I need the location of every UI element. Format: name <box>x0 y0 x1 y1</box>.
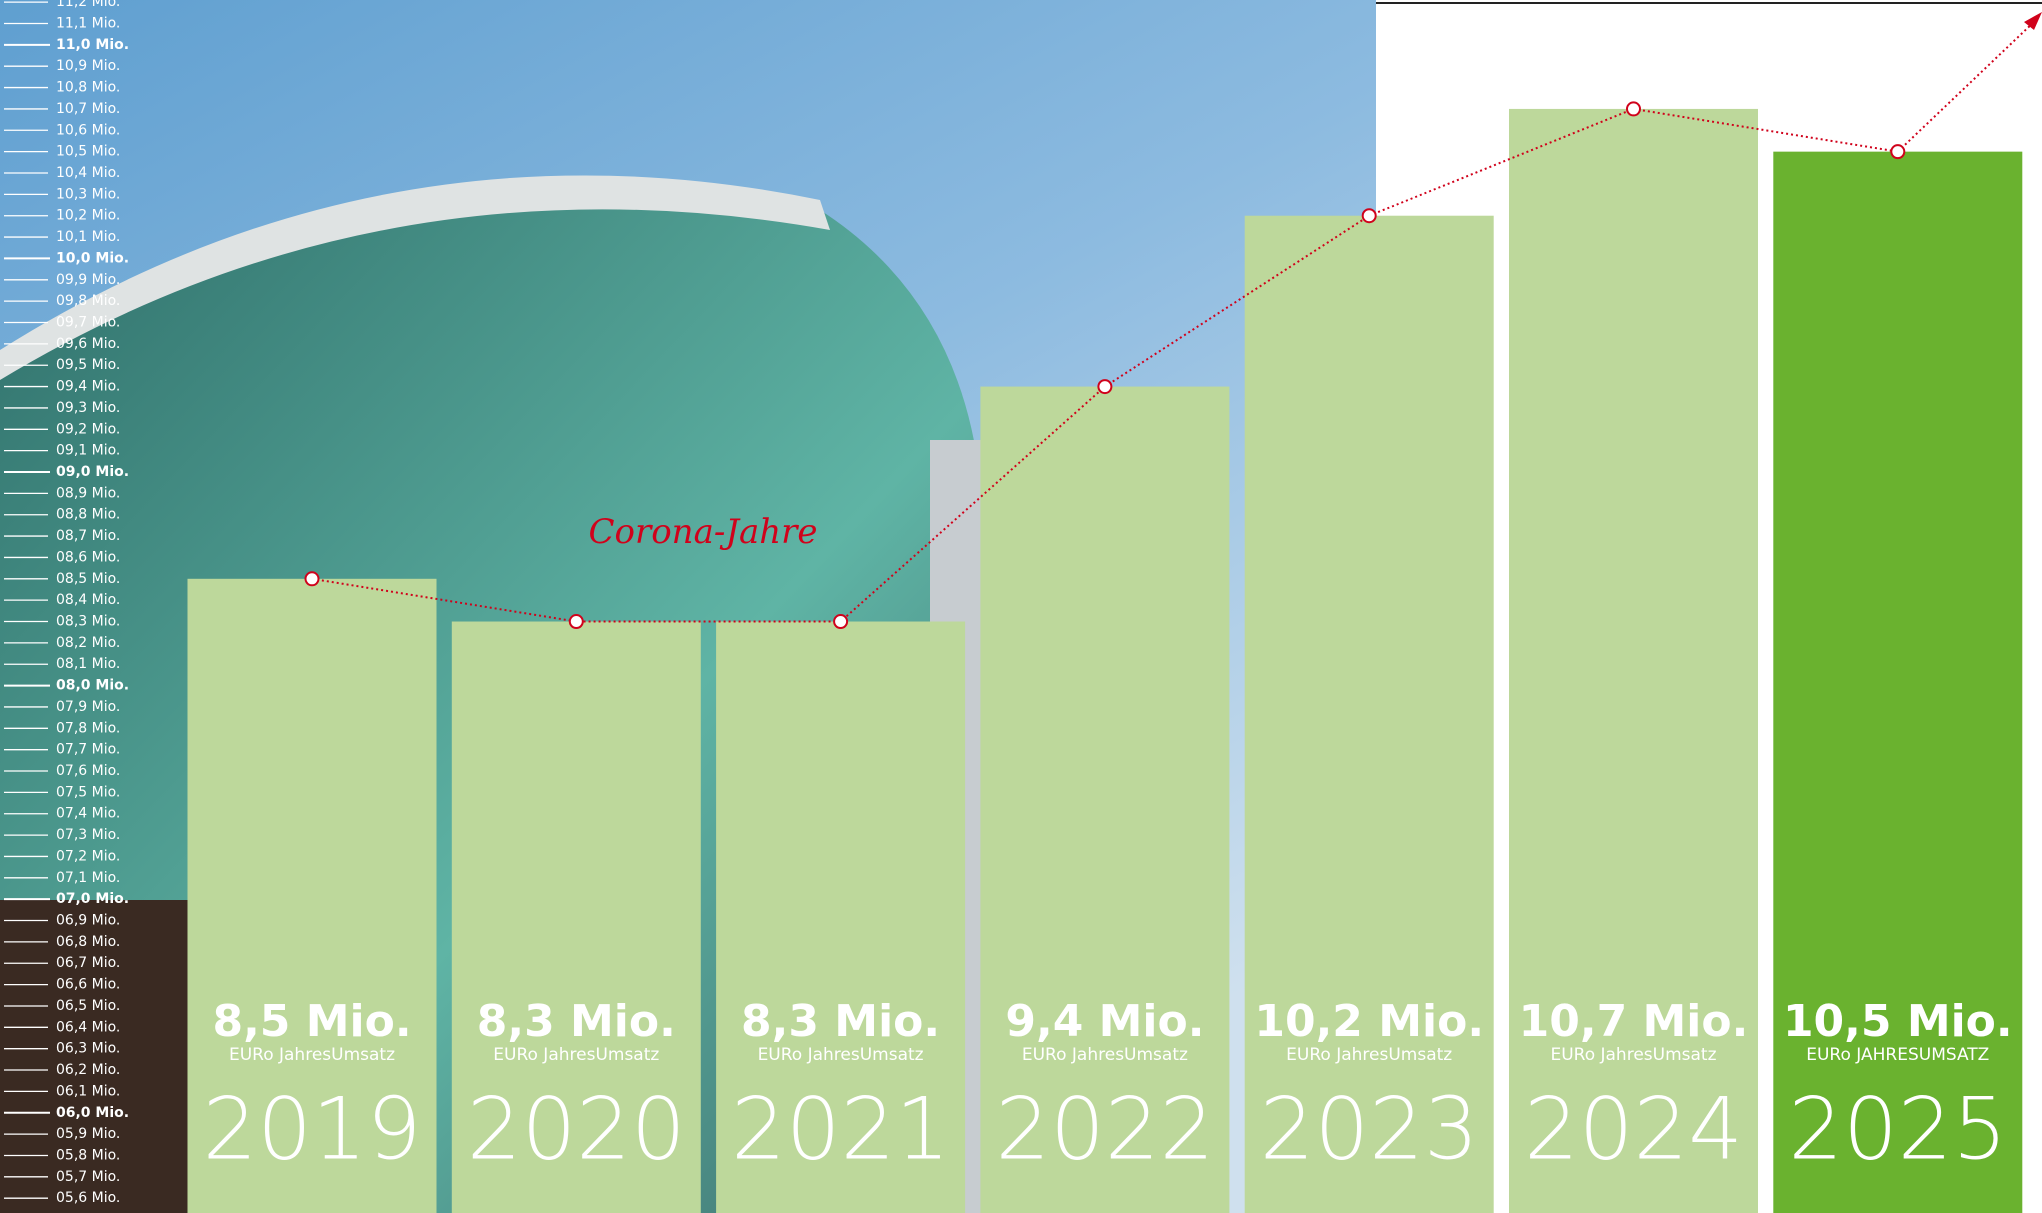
bar <box>1244 215 1494 1213</box>
bar <box>1773 151 2023 1213</box>
y-tick-label: 08,5 Mio. <box>56 571 120 587</box>
y-tick-label: 10,9 Mio. <box>56 58 120 74</box>
y-tick-label: 08,0 Mio. <box>56 678 129 694</box>
y-tick-label: 06,2 Mio. <box>56 1062 120 1078</box>
y-tick-label: 09,2 Mio. <box>56 421 120 437</box>
y-tick-label: 06,1 Mio. <box>56 1083 120 1099</box>
bar <box>451 621 701 1213</box>
y-tick-label: 07,4 Mio. <box>56 806 120 822</box>
y-tick-label: 11,1 Mio. <box>56 15 120 31</box>
trend-point <box>833 614 849 630</box>
y-tick-label: 09,9 Mio. <box>56 272 120 288</box>
x-tick-label: 2019 <box>203 1080 422 1180</box>
x-tick-label: 2020 <box>467 1080 686 1180</box>
y-tick-label: 07,3 Mio. <box>56 827 120 843</box>
y-tick-label: 08,7 Mio. <box>56 528 120 544</box>
y-tick-label: 06,3 Mio. <box>56 1041 120 1057</box>
trend-point <box>1626 101 1641 117</box>
y-tick-label: 06,4 Mio. <box>56 1019 120 1035</box>
y-tick-label: 05,6 Mio. <box>56 1190 120 1206</box>
trend-point <box>1097 379 1113 395</box>
bar-value-label: 8,3 Mio. <box>741 996 940 1047</box>
y-tick-label: 07,9 Mio. <box>56 699 120 715</box>
bar-subtitle: EURo JahresUmsatz <box>1022 1045 1188 1065</box>
y-tick-label: 06,0 Mio. <box>56 1105 129 1121</box>
bar <box>716 621 966 1213</box>
y-tick-label: 10,8 Mio. <box>56 80 120 96</box>
y-tick-label: 07,8 Mio. <box>56 720 120 736</box>
y-tick-label: 10,5 Mio. <box>56 144 120 160</box>
y-tick-label: 11,0 Mio. <box>56 37 129 53</box>
bar <box>1509 108 1758 1213</box>
y-tick-label: 08,1 Mio. <box>56 656 120 672</box>
bar-subtitle: EURo JAHRESUMSATZ <box>1806 1045 1989 1065</box>
trend-arrow <box>1897 19 2037 153</box>
y-tick-label: 05,8 Mio. <box>56 1147 120 1163</box>
y-tick-label: 09,0 Mio. <box>56 464 129 480</box>
y-tick-label: 10,4 Mio. <box>56 165 120 181</box>
y-tick-label: 07,7 Mio. <box>56 742 120 758</box>
y-tick-label: 09,6 Mio. <box>56 336 120 352</box>
trend-point <box>568 614 584 630</box>
y-tick-label: 08,8 Mio. <box>56 507 120 523</box>
y-tick-label: 09,4 Mio. <box>56 379 120 395</box>
x-tick-label: 2023 <box>1260 1080 1479 1180</box>
trend-point <box>304 571 320 587</box>
annotation: Corona-Jahre <box>588 512 817 552</box>
bar-subtitle: EURo JahresUmsatz <box>493 1045 659 1065</box>
bar-value-label: 10,7 Mio. <box>1519 996 1749 1047</box>
bar-subtitle: EURo JahresUmsatz <box>758 1045 924 1065</box>
trend-point <box>1361 208 1377 224</box>
y-tick-label: 06,5 Mio. <box>56 998 120 1014</box>
y-tick-label: 07,1 Mio. <box>56 870 120 886</box>
trend-arrowhead <box>2024 12 2042 30</box>
y-tick-label: 08,6 Mio. <box>56 549 120 565</box>
x-tick-label: 2021 <box>731 1080 950 1180</box>
y-tick-label: 07,0 Mio. <box>56 891 129 907</box>
y-tick-label: 09,7 Mio. <box>56 315 120 331</box>
dome-rim <box>0 175 830 380</box>
bar <box>980 386 1230 1213</box>
y-tick-label: 05,7 Mio. <box>56 1169 120 1185</box>
x-tick-label: 2025 <box>1788 1080 2007 1180</box>
bar <box>187 578 437 1213</box>
y-tick-label: 07,5 Mio. <box>56 784 120 800</box>
y-tick-label: 06,9 Mio. <box>56 913 120 929</box>
y-tick-label: 08,9 Mio. <box>56 485 120 501</box>
y-tick-label: 08,2 Mio. <box>56 635 120 651</box>
y-tick-label: 11,2 Mio. <box>56 0 120 10</box>
y-tick-label: 07,2 Mio. <box>56 848 120 864</box>
bar-subtitle: EURo JahresUmsatz <box>1550 1045 1716 1065</box>
y-tick-label: 08,3 Mio. <box>56 614 120 630</box>
x-tick-label: 2024 <box>1524 1080 1743 1180</box>
storefront <box>0 900 190 1213</box>
y-tick-label: 06,6 Mio. <box>56 977 120 993</box>
y-tick-label: 10,3 Mio. <box>56 186 120 202</box>
y-tick-label: 10,0 Mio. <box>56 250 129 266</box>
y-tick-label: 05,9 Mio. <box>56 1126 120 1142</box>
trend-point <box>1890 144 1906 160</box>
y-tick-label: 10,7 Mio. <box>56 101 120 117</box>
y-tick-label: 09,1 Mio. <box>56 443 120 459</box>
y-tick-label: 10,1 Mio. <box>56 229 120 245</box>
bar-value-label: 8,5 Mio. <box>212 996 411 1047</box>
y-tick-label: 07,6 Mio. <box>56 763 120 779</box>
y-tick-label: 10,6 Mio. <box>56 122 120 138</box>
y-tick-label: 09,8 Mio. <box>56 293 120 309</box>
x-tick-label: 2022 <box>995 1080 1214 1180</box>
y-tick-label: 09,5 Mio. <box>56 357 120 373</box>
bar-value-label: 10,2 Mio. <box>1254 996 1484 1047</box>
bar-value-label: 8,3 Mio. <box>477 996 676 1047</box>
bar-subtitle: EURo JahresUmsatz <box>229 1045 395 1065</box>
bar-value-label: 9,4 Mio. <box>1005 996 1204 1047</box>
y-tick-label: 09,3 Mio. <box>56 400 120 416</box>
y-tick-label: 08,4 Mio. <box>56 592 120 608</box>
bar-value-label: 10,5 Mio. <box>1783 996 2013 1047</box>
y-tick-label: 06,8 Mio. <box>56 934 120 950</box>
bar-subtitle: EURo JahresUmsatz <box>1286 1045 1452 1065</box>
y-tick-label: 06,7 Mio. <box>56 955 120 971</box>
y-tick-label: 10,2 Mio. <box>56 208 120 224</box>
